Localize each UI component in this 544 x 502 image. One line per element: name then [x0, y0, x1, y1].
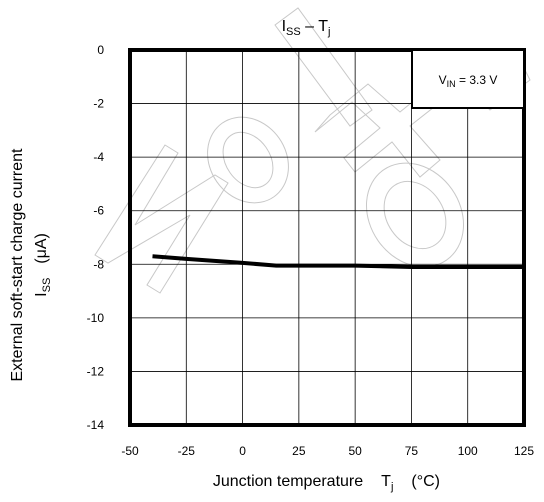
y-tick-label: -6 — [93, 204, 104, 218]
x-tick-label: 0 — [239, 444, 246, 458]
series-layer — [152, 254, 524, 269]
x-tick-label: 75 — [405, 444, 419, 458]
y-tick-label: 0 — [97, 43, 104, 57]
y-axis-label: External soft-start charge current — [9, 148, 26, 382]
x-tick-label: 50 — [348, 444, 362, 458]
x-tick-label: 125 — [514, 444, 534, 458]
x-tick-label: 25 — [292, 444, 306, 458]
series-line — [152, 254, 524, 269]
y-axis-variable: ISS(μA) — [33, 233, 53, 297]
y-tick-label: -10 — [87, 311, 105, 325]
condition-text: VIN = 3.3 V — [439, 73, 498, 89]
condition-box: VIN = 3.3 V — [411, 49, 525, 109]
svg-text:External soft-start charge cur: External soft-start charge current — [9, 148, 26, 382]
tick-labels: -50 -25 0 25 50 75 100 125 0 -2 -4 -6 -8 -10 -12 -14 — [87, 43, 535, 458]
x-axis-label: Junction temperature Tj (°C) — [213, 473, 440, 493]
svg-text:ISS(μA): ISS(μA) — [33, 233, 53, 297]
x-tick-label: 100 — [458, 444, 478, 458]
x-tick-label: -50 — [121, 444, 139, 458]
plot-frame — [128, 48, 526, 427]
chart-title: ISS – Tj — [282, 18, 331, 38]
y-tick-label: -8 — [93, 257, 104, 271]
y-tick-label: -4 — [93, 150, 104, 164]
y-tick-label: -12 — [87, 364, 105, 378]
x-tick-label: -25 — [178, 444, 196, 458]
y-tick-label: -14 — [87, 418, 105, 432]
y-tick-label: -2 — [93, 97, 104, 111]
